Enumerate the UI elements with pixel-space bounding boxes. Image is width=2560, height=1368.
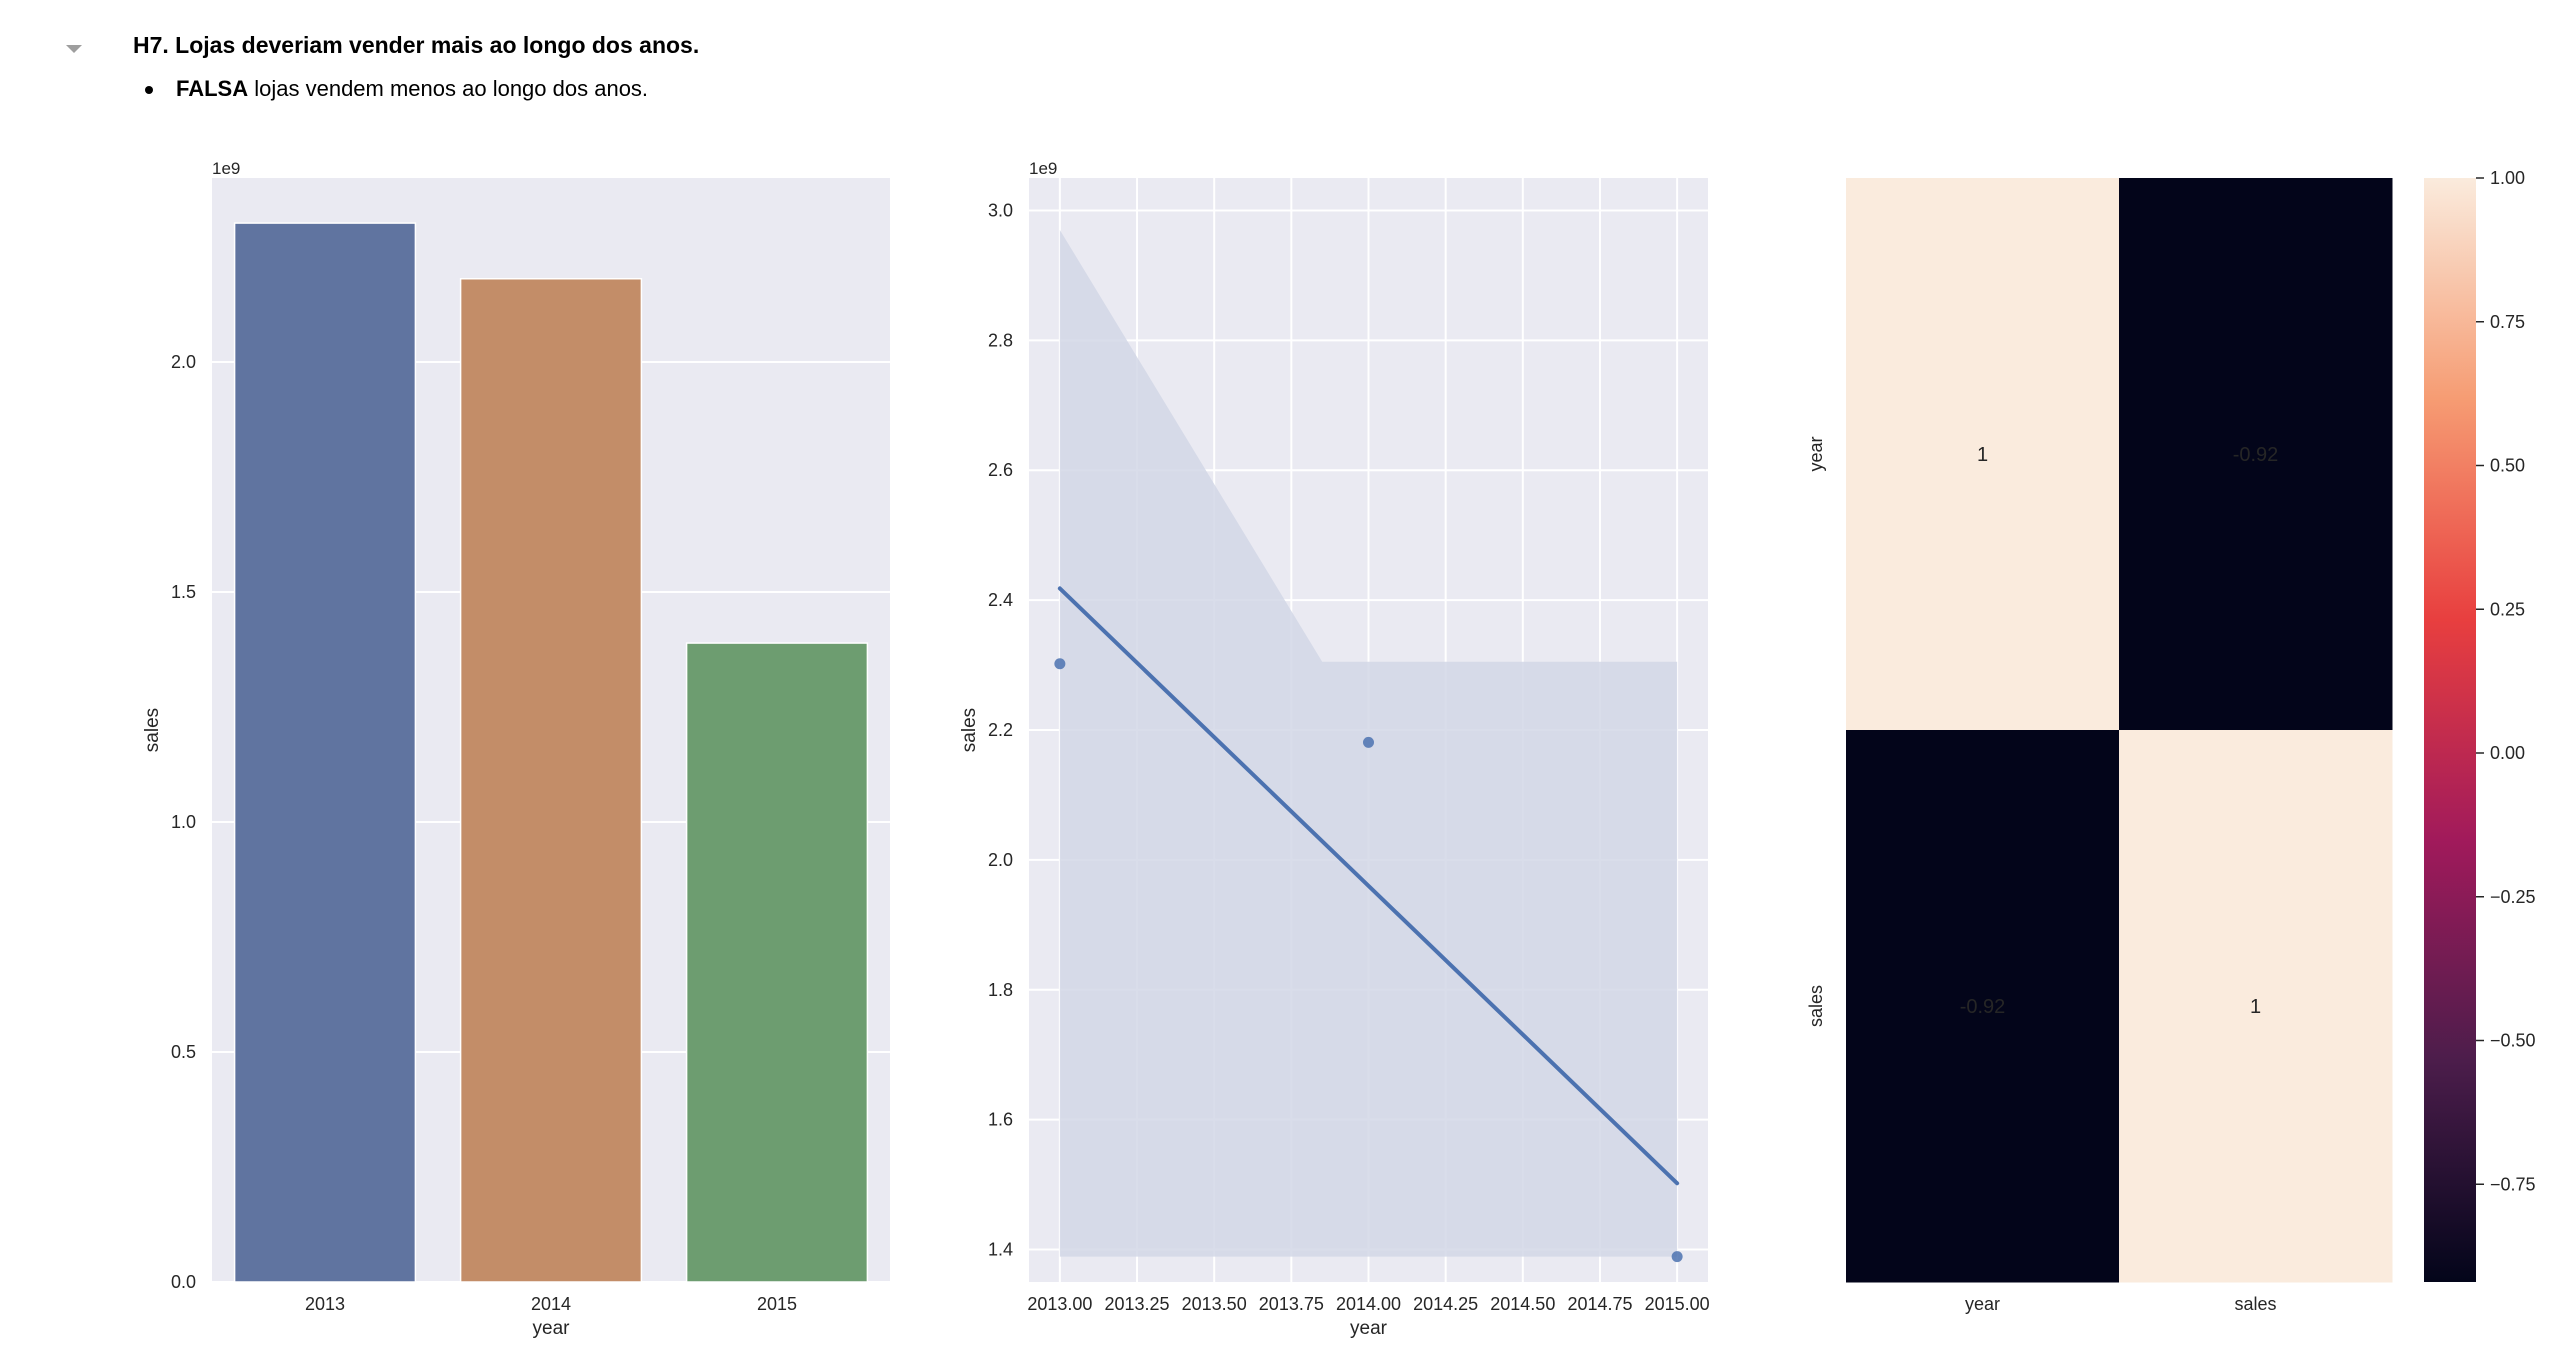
colorbar-tick-label: −0.25 — [2490, 887, 2536, 907]
heatmap-xtick-label: sales — [2234, 1294, 2276, 1314]
bar-ytick-label: 0.5 — [171, 1042, 196, 1062]
heatmap-cell — [1846, 730, 2120, 1283]
bar-xtick-label: 2014 — [531, 1294, 571, 1314]
bar-xtick-label: 2015 — [757, 1294, 797, 1314]
reg-xtick-label: 2013.75 — [1259, 1294, 1324, 1314]
bar-xtick-label: 2013 — [305, 1294, 345, 1314]
reg-xtick-label: 2013.50 — [1182, 1294, 1247, 1314]
reg-regression-line — [1057, 586, 1680, 1186]
bar-ylabel: sales — [142, 708, 163, 752]
bar-ytick-label: 1.5 — [171, 582, 196, 602]
bullet-dot — [145, 86, 153, 94]
heatmap-annotation: 1 — [1977, 444, 1988, 466]
reg-ylabel: sales — [959, 708, 980, 752]
heatmap-ytick-label: year — [1806, 436, 1826, 471]
conclusion-list: FALSA lojas vendem menos ao longo dos an… — [140, 76, 648, 102]
heatmap-annotation: -0.92 — [2233, 444, 2279, 466]
reg-xlabel: year — [1350, 1318, 1388, 1339]
bar-offset-label: 1e9 — [212, 159, 240, 178]
colorbar-tick-label: 1.00 — [2490, 168, 2525, 188]
bar-ytick-label: 2.0 — [171, 352, 196, 372]
verdict-label: FALSA — [176, 76, 249, 101]
bar-2014 — [459, 277, 643, 1283]
reg-ytick-label: 1.8 — [988, 980, 1013, 1000]
reg-xtick-label: 2015.00 — [1645, 1294, 1710, 1314]
reg-scatter-point — [1363, 736, 1374, 748]
reg-ytick-label: 2.8 — [988, 330, 1013, 350]
bar-2015 — [685, 642, 869, 1283]
verdict-text: lojas vendem menos ao longo dos anos. — [248, 76, 649, 101]
colorbar-tick-label: −0.75 — [2490, 1174, 2536, 1194]
bar-xlabel: year — [533, 1318, 571, 1339]
bar-ytick-label: 0.0 — [171, 1272, 196, 1292]
reg-xtick-label: 2013.25 — [1104, 1294, 1169, 1314]
reg-xtick-label: 2013.00 — [1027, 1294, 1092, 1314]
reg-offset-label: 1e9 — [1029, 159, 1057, 178]
reg-scatter-point — [1054, 658, 1066, 670]
reg-xtick-label: 2014.50 — [1490, 1294, 1555, 1314]
reg-xtick-label: 2014.00 — [1336, 1294, 1401, 1314]
bar-ytick-label: 1.0 — [171, 812, 196, 832]
bar-2013 — [233, 222, 417, 1283]
colorbar-tick-label: 0.25 — [2490, 599, 2525, 619]
reg-xtick-label: 2014.75 — [1567, 1294, 1632, 1314]
heatmap-annotation: -0.92 — [1960, 996, 2006, 1018]
reg-ytick-label: 3.0 — [988, 200, 1013, 220]
reg-ytick-label: 1.4 — [988, 1240, 1013, 1260]
heatmap-ytick-label: sales — [1806, 985, 1826, 1027]
reg-xtick-label: 2014.25 — [1413, 1294, 1478, 1314]
reg-scatter-point — [1671, 1251, 1683, 1263]
colorbar-tick-label: 0.75 — [2490, 312, 2525, 332]
collapse-toggle-icon[interactable] — [64, 38, 84, 58]
colorbar — [2424, 178, 2476, 1282]
reg-ytick-label: 2.0 — [988, 850, 1013, 870]
colorbar-tick-label: 0.50 — [2490, 456, 2525, 476]
heatmap-cell — [1846, 178, 2120, 731]
heatmap-annotation: 1 — [2250, 996, 2261, 1018]
reg-ytick-label: 1.6 — [988, 1110, 1013, 1130]
reg-ytick-label: 2.4 — [988, 590, 1013, 610]
reg-ytick-label: 2.2 — [988, 720, 1013, 740]
reg-ytick-label: 2.6 — [988, 460, 1013, 480]
heatmap-xtick-label: year — [1965, 1294, 2000, 1314]
heatmap-cell — [2119, 730, 2393, 1283]
hypothesis-heading: H7. Lojas deveriam vender mais ao longo … — [133, 32, 700, 58]
colorbar-tick-label: 0.00 — [2490, 743, 2525, 763]
heatmap-cell — [2119, 178, 2393, 731]
conclusion-item: FALSA lojas vendem menos ao longo dos an… — [140, 76, 648, 102]
colorbar-tick-label: −0.50 — [2490, 1031, 2536, 1051]
